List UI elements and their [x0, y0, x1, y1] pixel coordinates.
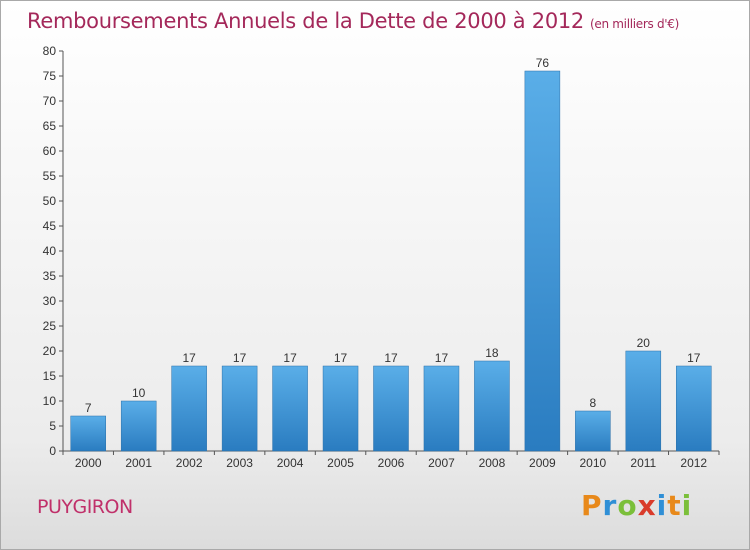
x-tick-label: 2000: [75, 456, 102, 470]
y-tick-label: 45: [43, 219, 57, 233]
x-tick-label: 2010: [579, 456, 606, 470]
y-tick-label: 80: [43, 44, 57, 58]
bar-value-label: 17: [435, 351, 449, 365]
bar-value-label: 18: [485, 346, 499, 360]
bar-value-label: 17: [182, 351, 196, 365]
bar-value-label: 17: [687, 351, 701, 365]
y-tick-label: 20: [43, 344, 57, 358]
bar-value-label: 7: [85, 401, 92, 415]
bar: [373, 365, 409, 452]
logo-letter: i: [656, 489, 668, 522]
x-tick-label: 2011: [630, 456, 656, 470]
y-tick-label: 25: [43, 319, 57, 333]
y-tick-label: 55: [43, 169, 57, 183]
proxiti-logo: Proxiti: [581, 489, 692, 522]
logo-letter: x: [637, 489, 657, 522]
x-tick-label: 2003: [226, 456, 253, 470]
bar-value-label: 17: [233, 351, 247, 365]
x-tick-label: 2004: [277, 456, 304, 470]
bar: [676, 365, 712, 452]
logo-letter: P: [581, 489, 603, 522]
logo-letter: o: [617, 489, 638, 522]
x-tick-label: 2007: [428, 456, 455, 470]
bar-value-label: 20: [637, 336, 651, 350]
bar: [272, 365, 308, 452]
y-tick-label: 40: [43, 244, 57, 258]
bar: [322, 365, 359, 452]
y-tick-label: 5: [49, 419, 56, 433]
bar-value-label: 17: [283, 351, 297, 365]
y-tick-label: 60: [43, 144, 57, 158]
bar: [171, 365, 207, 452]
bar-value-label: 8: [590, 396, 597, 410]
y-tick-label: 75: [43, 69, 57, 83]
logo-letter: r: [602, 489, 618, 522]
x-tick-label: 2006: [378, 456, 405, 470]
x-tick-label: 2008: [479, 456, 506, 470]
bar: [575, 410, 611, 452]
chart-title: Remboursements Annuels de la Dette de 20…: [27, 9, 679, 33]
x-tick-label: 2002: [176, 456, 203, 470]
bar: [524, 70, 561, 452]
bar: [625, 350, 662, 452]
chart-unit: (en milliers d'€): [590, 17, 680, 31]
bar-value-label: 17: [334, 351, 348, 365]
commune-name: PUYGIRON: [37, 496, 133, 518]
x-tick-label: 2005: [327, 456, 354, 470]
logo-letter: t: [667, 489, 682, 522]
y-tick-label: 15: [43, 369, 57, 383]
y-tick-label: 70: [43, 94, 57, 108]
bar-value-label: 17: [384, 351, 398, 365]
y-tick-label: 10: [43, 394, 57, 408]
y-tick-label: 35: [43, 269, 57, 283]
y-tick-label: 65: [43, 119, 57, 133]
y-tick-label: 0: [49, 444, 56, 458]
bar: [474, 360, 510, 452]
y-tick-label: 30: [43, 294, 57, 308]
bar-value-label: 10: [132, 386, 146, 400]
chart-title-text: Remboursements Annuels de la Dette de 20…: [27, 9, 584, 33]
x-tick-label: 2012: [680, 456, 707, 470]
bar: [221, 365, 258, 452]
bar: [423, 365, 460, 452]
bar: [70, 415, 106, 452]
bar: [120, 400, 157, 452]
bar-value-label: 76: [536, 56, 550, 70]
logo-letter: i: [681, 489, 693, 522]
y-tick-label: 50: [43, 194, 57, 208]
x-tick-label: 2009: [529, 456, 556, 470]
x-tick-label: 2001: [125, 456, 152, 470]
